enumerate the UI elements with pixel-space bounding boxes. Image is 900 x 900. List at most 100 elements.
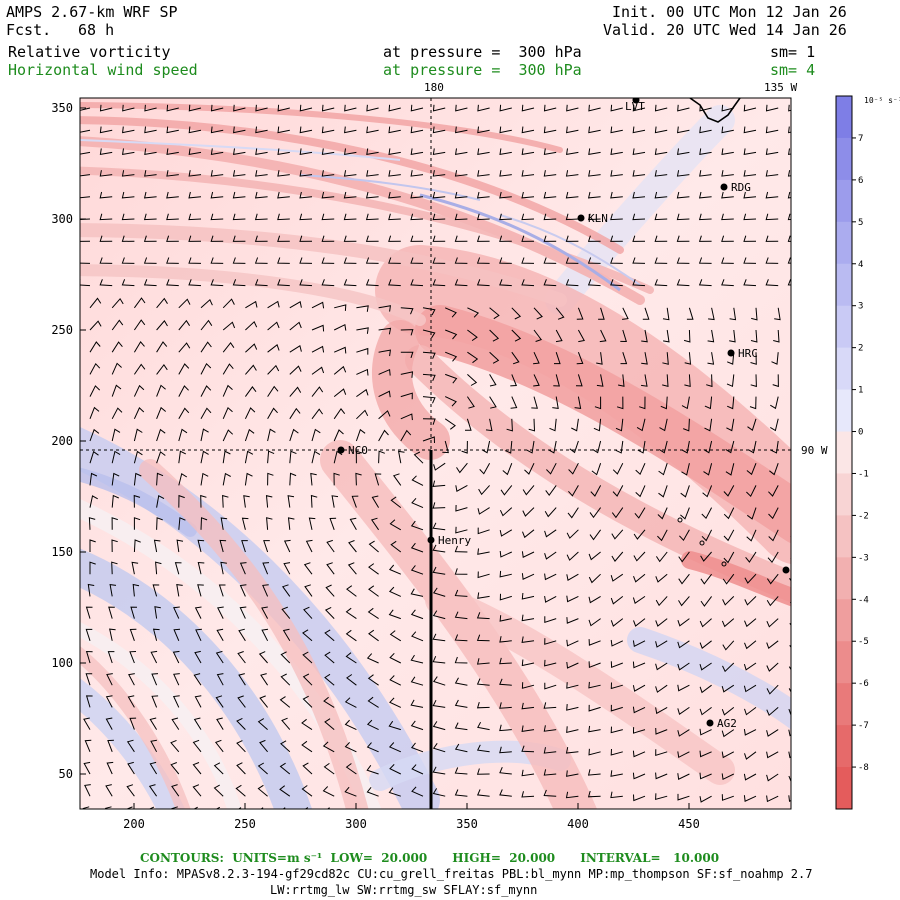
wind-barb [543, 126, 557, 134]
wind-barb [489, 396, 497, 409]
wind-barb [477, 721, 490, 731]
wind-barb [699, 707, 712, 716]
colorbar-swatch [836, 473, 852, 516]
wind-barb [222, 298, 235, 309]
wind-barb [770, 440, 779, 454]
wind-barb [299, 279, 313, 287]
wind-barb [389, 652, 402, 664]
station-lvt: LVT [625, 98, 645, 113]
wind-barb [633, 794, 646, 802]
wind-barb [237, 651, 246, 664]
wind-barb [311, 386, 324, 397]
wind-barb [237, 695, 246, 708]
wind-barb [370, 517, 380, 531]
wind-barb [411, 631, 424, 642]
wind-barb [410, 257, 424, 264]
wind-barb [502, 463, 513, 476]
wind-barb [410, 170, 424, 177]
wind-barb [192, 784, 202, 797]
wind-barb [722, 640, 735, 651]
colorbar-swatch [836, 641, 852, 684]
wind-barb [766, 751, 779, 759]
wind-barb [533, 329, 543, 342]
wind-barb [220, 561, 227, 575]
wind-barb [611, 507, 624, 519]
wind-barb [356, 388, 369, 398]
wind-barb [277, 279, 290, 287]
wind-barb [388, 170, 401, 177]
wind-barb [476, 213, 490, 221]
wind-barb [378, 327, 392, 335]
wind-barb [588, 573, 601, 584]
wind-barb [588, 618, 601, 627]
wind-barb [89, 495, 98, 508]
wind-barb [620, 352, 628, 365]
x-tick-label: 300 [345, 817, 367, 831]
x-tick-label: 250 [234, 817, 256, 831]
wind-barb [344, 126, 357, 134]
wind-barb [200, 472, 209, 486]
wind-barb [410, 213, 424, 221]
wind-barb [743, 126, 757, 134]
wind-barb [371, 808, 372, 809]
wind-barb [178, 517, 186, 530]
wind-barb [153, 539, 161, 553]
wind-barb [171, 717, 180, 730]
wind-barb [188, 148, 202, 156]
wind-barb [766, 662, 779, 672]
wind-barb [133, 363, 146, 375]
wind-barb [333, 472, 340, 486]
wind-barb [344, 148, 357, 156]
wind-barb [89, 362, 101, 375]
wind-barb [543, 789, 557, 797]
wind-barb [144, 104, 157, 112]
wind-barb [255, 104, 268, 112]
wind-barb [366, 126, 379, 134]
wind-barb [129, 717, 137, 730]
wind-barb [766, 596, 779, 607]
wind-barb [400, 307, 414, 315]
wind-barb [378, 410, 391, 420]
wind-barb [655, 551, 668, 563]
wind-barb [432, 656, 446, 664]
wind-barb [521, 235, 535, 242]
wind-barb [499, 257, 512, 264]
wind-barb [82, 806, 90, 809]
y-tick-label: 200 [51, 434, 73, 448]
wind-barb [684, 374, 691, 388]
wind-barb [655, 793, 668, 800]
wind-barb [188, 104, 202, 112]
wind-barb [289, 301, 302, 309]
wind-barb [721, 729, 735, 738]
wind-barb [744, 707, 757, 716]
wind-barb [200, 494, 207, 508]
wind-barb [308, 517, 316, 530]
wind-barb [610, 704, 623, 712]
wind-barb [324, 651, 335, 664]
wind-barb [543, 148, 557, 156]
wind-barb [111, 561, 118, 575]
wind-barb [788, 795, 791, 802]
wind-barb [442, 440, 449, 454]
wind-barb [366, 148, 379, 156]
wind-barb [366, 104, 379, 112]
wind-barb [543, 725, 557, 732]
parallel-90w-label: 90 W [801, 444, 828, 457]
wind-barb [259, 739, 268, 753]
wind-barb [99, 279, 113, 287]
wind-barb [255, 170, 268, 177]
wind-barb [267, 407, 278, 420]
wind-barb [99, 126, 113, 134]
wind-barb [265, 495, 273, 508]
wind-barb [84, 784, 91, 797]
station-hrc: HRC [727, 347, 758, 360]
wind-barb [194, 695, 202, 708]
wind-barb [655, 573, 668, 583]
wind-barb [210, 104, 224, 112]
wind-barb [178, 385, 189, 397]
wind-barb [232, 191, 246, 199]
wind-barb [130, 606, 138, 619]
wind-barb [356, 409, 369, 420]
wind-barb [302, 651, 313, 664]
wind-barb [422, 329, 436, 339]
